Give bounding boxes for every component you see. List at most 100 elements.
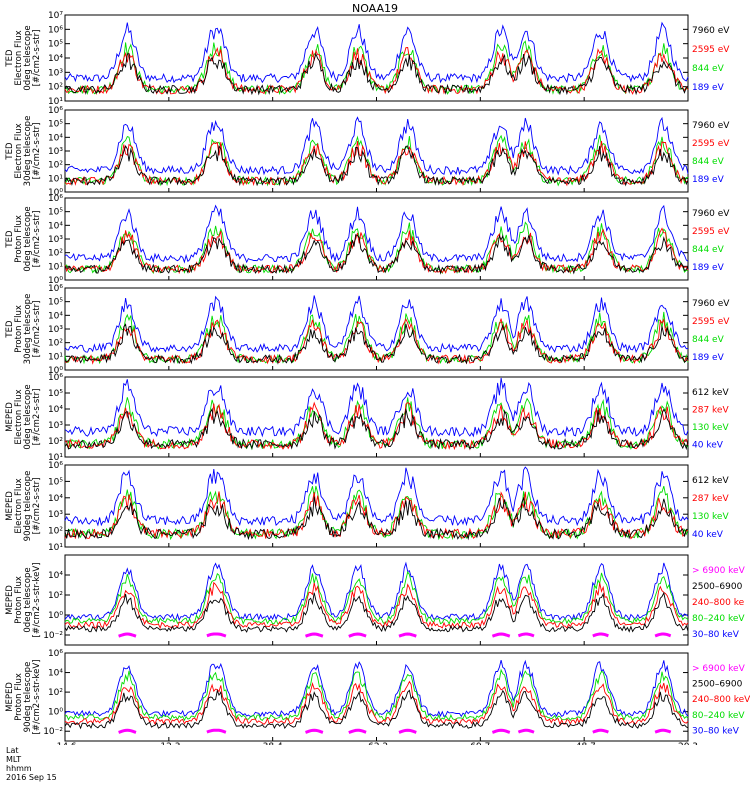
y-tick-label: 10²	[48, 161, 63, 171]
y-tick-label: 10²	[48, 591, 63, 601]
y-tick-label: 10¹	[48, 262, 63, 272]
legend-entry: 7960 eV	[692, 209, 730, 219]
x-tick-label: 38.4	[263, 742, 283, 745]
chart-title: NOAA19	[351, 2, 399, 15]
y-tick-label: 10⁻²	[43, 727, 63, 737]
y-axis-label: 90deg telescope	[23, 471, 33, 542]
legend-entry: 240–800 ke	[692, 598, 745, 608]
y-axis-label: Proton Flux	[14, 215, 24, 263]
y-axis-label: MEPED	[5, 682, 15, 712]
y-tick-label: 10¹	[48, 352, 63, 362]
y-tick-label: 10⁴	[48, 311, 63, 321]
y-axis-label: 0deg telescope	[23, 25, 33, 90]
y-axis-label: Proton Flux	[14, 576, 24, 624]
y-tick-label: 10⁶	[48, 284, 63, 294]
series-line	[64, 318, 689, 365]
y-tick-label: 10⁶	[48, 106, 63, 116]
legend-entry: 189 eV	[692, 353, 725, 363]
y-tick-label: 10⁰	[48, 188, 63, 198]
y-axis-label: 30deg telescope	[23, 116, 33, 187]
legend-entry: 80–240 keV	[692, 711, 745, 721]
legend-entry: 30–80 keV	[692, 630, 740, 640]
legend-entry: 240–800 keV	[692, 695, 750, 705]
y-tick-label: 10⁴	[48, 54, 63, 64]
y-axis-label: 0deg telescope	[23, 384, 33, 449]
row-label-mlt: MLT	[6, 755, 22, 764]
y-tick-label: 10⁴	[48, 669, 63, 679]
y-tick-label: 10³	[48, 421, 63, 431]
legend-entry: > 6900 keV	[692, 664, 746, 674]
series-line	[118, 632, 672, 638]
panel-frame	[64, 376, 689, 458]
y-tick-label: 10³	[48, 325, 63, 335]
y-tick-label: 10³	[48, 147, 63, 157]
y-axis-label: MEPED	[5, 585, 15, 615]
y-tick-label: 10⁶	[48, 25, 63, 35]
x-tick-label: -62.2	[365, 742, 388, 745]
series-line	[64, 466, 689, 527]
series-line	[64, 570, 689, 626]
legend-entry: 189 eV	[692, 263, 725, 273]
series-line	[64, 591, 689, 633]
y-axis-label: TED	[5, 320, 15, 339]
row-label-lat: Lat	[6, 746, 19, 755]
y-axis-label: [#/cm2-s-str]	[32, 478, 42, 535]
y-tick-label: 10⁵	[48, 120, 63, 130]
legend-entry: 130 keV	[692, 512, 729, 522]
panel-7: 10⁻² 10⁰ 10² 10⁴ 10⁶ MEPED Proton Flux 90deg te…	[5, 649, 750, 742]
series-line	[64, 144, 689, 187]
series-line	[64, 496, 688, 541]
y-tick-label: 10⁰	[48, 611, 63, 621]
y-tick-label: 10⁴	[48, 571, 63, 581]
series-line	[64, 668, 689, 722]
x-tick-label: -12.3	[157, 742, 180, 745]
legend-entry: 844 eV	[692, 245, 725, 255]
y-axis-label: 90deg telescope	[23, 662, 33, 733]
y-axis-label: 30deg telescope	[23, 294, 33, 365]
legend-entry: 612 keV	[692, 388, 729, 398]
y-axis-label: Proton Flux	[14, 305, 24, 353]
legend-entry: 844 eV	[692, 157, 725, 167]
series-line	[64, 401, 689, 451]
y-axis-label: TED	[5, 49, 15, 68]
y-tick-label: 10⁵	[48, 389, 63, 399]
legend-entry: 7960 eV	[692, 121, 730, 131]
series-line	[64, 323, 689, 365]
series-line	[64, 581, 689, 630]
y-tick-label: 10⁴	[48, 133, 63, 143]
legend-entry: 844 eV	[692, 64, 725, 74]
series-line	[64, 46, 689, 95]
y-tick-label: 10¹	[48, 453, 63, 463]
y-tick-label: 10⁰	[48, 276, 63, 286]
y-axis-label: Electron Flux	[14, 123, 24, 178]
y-tick-label: 10⁴	[48, 221, 63, 231]
y-axis-label: Proton Flux	[14, 673, 24, 721]
y-axis-label: Electron Flux	[14, 389, 24, 444]
y-axis-label: 0deg telescope	[23, 567, 33, 632]
y-tick-label: 10⁴	[48, 405, 63, 415]
series-line	[64, 234, 689, 275]
legend-entry: 189 eV	[692, 175, 725, 185]
series-line	[64, 561, 689, 622]
series-line	[64, 407, 689, 451]
panel-0: 10¹ 10² 10³ 10⁴ 10⁵ 10⁶ 10⁷ TED Electron Flux 0de…	[5, 11, 730, 107]
y-tick-label: 10¹	[48, 97, 63, 107]
series-line	[118, 728, 672, 734]
series-line	[64, 491, 689, 540]
y-axis-label: Electron Flux	[14, 30, 24, 85]
legend-entry: 2595 eV	[692, 317, 730, 327]
y-tick-label: 10²	[48, 688, 63, 698]
legend-entry: 2595 eV	[692, 227, 730, 237]
y-tick-label: 10⁶	[48, 649, 63, 659]
y-axis-label: 0deg telescope	[23, 206, 33, 271]
y-tick-label: 10⁶	[48, 373, 63, 383]
legend-entry: 7960 eV	[692, 26, 730, 36]
legend-entry: 2500–6900	[692, 582, 743, 592]
legend-entry: 844 eV	[692, 335, 725, 345]
y-axis-label: TED	[5, 142, 15, 161]
legend-entry: 40 keV	[692, 441, 724, 451]
x-tick-label: -14.6	[53, 742, 77, 745]
legend-entry: 130 keV	[692, 423, 729, 433]
legend-entry: 287 keV	[692, 494, 729, 504]
y-tick-label: 10³	[48, 235, 63, 245]
